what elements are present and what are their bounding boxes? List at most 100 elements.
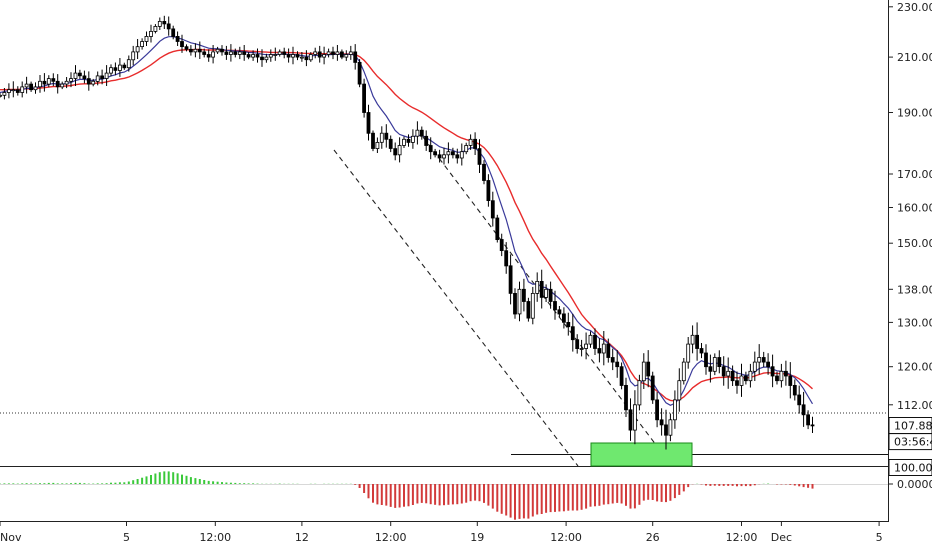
- candle-body: [82, 75, 87, 80]
- price-tick-label: 150.00: [897, 237, 932, 250]
- candle: [188, 45, 193, 56]
- candle: [273, 47, 278, 61]
- candle: [517, 281, 522, 322]
- candle-body: [277, 51, 282, 55]
- price-tick-label: 120.00: [897, 361, 932, 374]
- candle-body: [410, 135, 415, 143]
- candle-body: [464, 145, 469, 153]
- candle-body: [415, 129, 420, 137]
- candle: [291, 46, 295, 65]
- candle: [557, 306, 562, 318]
- candle-body: [344, 54, 349, 58]
- candle-body: [735, 380, 739, 386]
- candle-body: [513, 292, 517, 315]
- ma-slow-line: [0, 48, 813, 402]
- candle: [659, 408, 664, 436]
- candle: [260, 49, 264, 67]
- candle: [619, 362, 624, 390]
- candle: [29, 81, 34, 92]
- candle: [584, 332, 588, 360]
- candle: [761, 351, 766, 368]
- candle-body: [619, 366, 624, 386]
- candle-body: [202, 51, 207, 55]
- candle-body: [544, 288, 548, 298]
- candle-body: [433, 151, 438, 156]
- candle: [739, 363, 744, 397]
- price-badge-box: [888, 433, 932, 451]
- candle: [379, 126, 384, 149]
- candle: [593, 328, 597, 355]
- candle-body: [504, 250, 509, 267]
- candle: [135, 39, 140, 59]
- candle-body: [779, 370, 784, 382]
- candle: [406, 134, 411, 147]
- candle: [468, 134, 473, 150]
- demand-zone: [590, 442, 693, 467]
- candle-body: [313, 51, 318, 55]
- candle-body: [748, 370, 753, 382]
- candle-body: [717, 357, 722, 368]
- candle-body: [633, 404, 637, 431]
- candle-body: [286, 54, 291, 58]
- candle-body: [357, 62, 362, 85]
- candle-body: [752, 361, 757, 372]
- price-badge-level: 100.00: [888, 459, 932, 476]
- candle-body: [20, 86, 25, 93]
- candle: [677, 368, 682, 412]
- candle-body: [566, 321, 571, 328]
- candle-body: [326, 51, 331, 55]
- candle-body: [744, 375, 748, 382]
- candle-body: [126, 59, 131, 69]
- candle: [744, 371, 748, 385]
- candle: [522, 278, 526, 312]
- candle-body: [708, 366, 713, 372]
- candle-body: [686, 343, 691, 363]
- candle: [0, 92, 2, 98]
- price-tick-label: 230.00: [897, 1, 932, 14]
- candle-body: [69, 78, 73, 82]
- candle-body: [402, 138, 406, 146]
- candle: [721, 356, 726, 386]
- candle-body: [499, 239, 504, 252]
- candle: [566, 312, 571, 336]
- candle-body: [450, 151, 455, 156]
- candle: [118, 58, 122, 77]
- candle: [513, 288, 517, 319]
- candle-body: [224, 51, 229, 55]
- candle-body: [726, 370, 731, 377]
- candle-body: [255, 54, 260, 58]
- candle-body: [118, 64, 122, 71]
- candle-body: [362, 83, 367, 113]
- price-tick-label: 190.00: [897, 107, 932, 120]
- candle-body: [721, 366, 726, 377]
- candle: [419, 126, 424, 140]
- oscillator-histogram: [0, 471, 888, 520]
- candle: [237, 46, 242, 60]
- candle: [277, 49, 282, 57]
- candle: [766, 353, 770, 375]
- candle: [770, 354, 775, 388]
- candle: [46, 75, 51, 88]
- candle: [757, 344, 762, 375]
- candle: [482, 160, 486, 185]
- candle-body: [446, 151, 451, 156]
- candle-body: [144, 36, 149, 42]
- candle-body: [140, 41, 145, 47]
- candle-body: [455, 154, 460, 159]
- candle-body: [233, 51, 238, 55]
- candle: [704, 344, 708, 375]
- candle-body: [211, 51, 216, 58]
- candle: [100, 69, 104, 85]
- candle-body: [264, 56, 269, 61]
- candle: [171, 25, 176, 40]
- candle: [20, 81, 25, 98]
- candle-body: [650, 375, 655, 401]
- candle: [388, 135, 393, 153]
- time-tick-label: 12:00: [550, 531, 582, 544]
- ma-fast-line: [0, 36, 814, 406]
- candle-body: [437, 154, 442, 159]
- price-tick-label: 112.00: [897, 399, 932, 412]
- candle-body: [193, 48, 198, 53]
- candle: [486, 174, 491, 207]
